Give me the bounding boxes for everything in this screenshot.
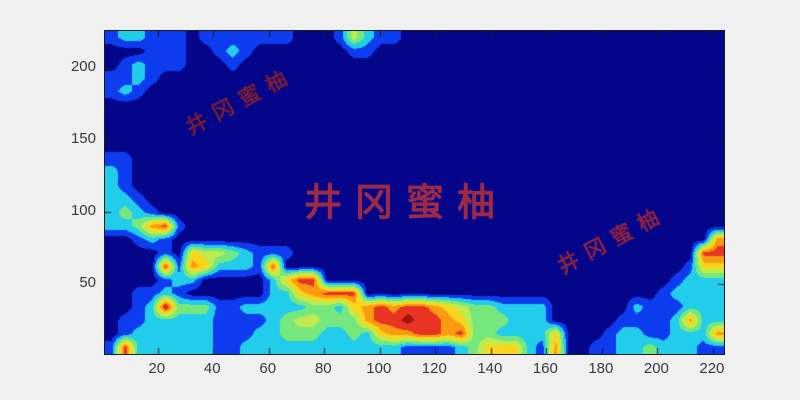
y-tick-label: 150	[70, 130, 96, 148]
x-tick-label: 100	[366, 360, 392, 377]
x-tick-label: 20	[148, 360, 166, 377]
x-tick-label: 120	[421, 360, 447, 377]
contour-plot-canvas	[104, 30, 725, 355]
x-tick-label: 180	[588, 360, 614, 377]
x-tick-label: 200	[643, 360, 669, 377]
plot-area	[104, 30, 725, 355]
x-tick-label: 140	[477, 360, 503, 377]
y-tick-label: 50	[79, 273, 96, 291]
x-tick-label: 60	[259, 360, 277, 377]
x-tick-label: 40	[203, 360, 221, 377]
x-tick-label: 80	[314, 360, 332, 377]
y-tick-label: 200	[70, 58, 96, 76]
x-tick-label: 220	[699, 360, 725, 377]
x-tick-label: 160	[532, 360, 558, 377]
y-tick-label: 100	[70, 201, 96, 219]
